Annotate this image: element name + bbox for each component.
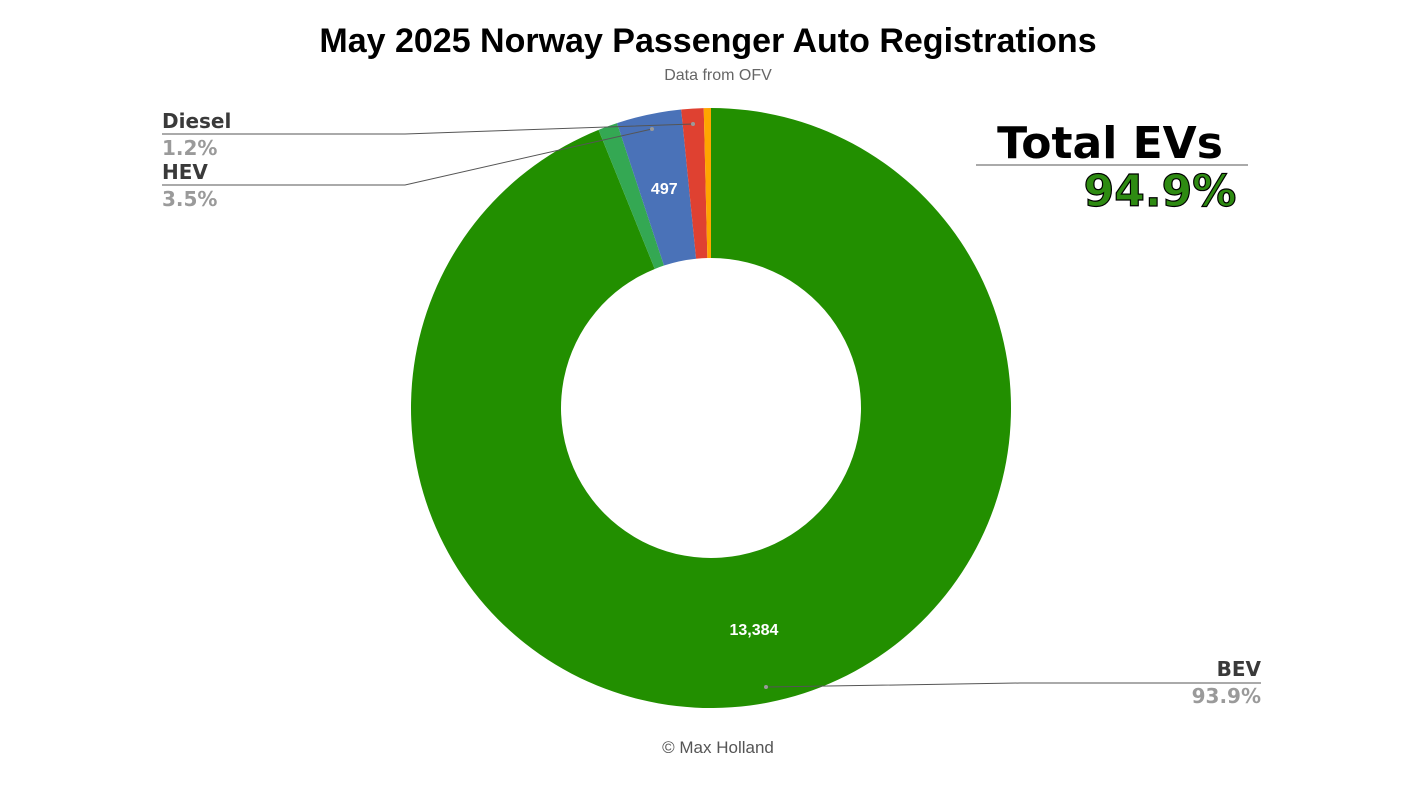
slice-bev [410,108,1011,709]
callout-percent-bev: 93.9% [1192,684,1261,708]
chart-subtitle: Data from OFV [664,67,772,84]
slice-diesel [681,108,708,259]
total-evs-summary: Total EVs 94.9% [976,118,1248,218]
callout-percent-diesel: 1.2% [162,136,217,160]
total-evs-title: Total EVs [997,118,1223,169]
data-label-hev: 497 [651,181,678,198]
callout-hev: HEV 3.5% [162,127,654,211]
donut-slices [410,108,1011,709]
callout-name-diesel: Diesel [162,109,231,133]
leader-dot-bev [764,685,768,689]
chart-title: May 2025 Norway Passenger Auto Registrat… [319,22,1096,60]
chart-credit: © Max Holland [662,738,774,757]
data-label-bev: 13,384 [730,622,779,639]
callout-percent-hev: 3.5% [162,187,217,211]
slice-phev [598,123,665,269]
slice-petrol [703,108,711,259]
total-evs-value: 94.9% [1084,166,1237,217]
leader-line-bev [765,682,1261,688]
callout-name-bev: BEV [1217,657,1262,681]
leader-line-hev [162,128,653,186]
leader-dot-hev [650,127,654,131]
callout-diesel: Diesel 1.2% [162,109,695,160]
leader-line-diesel [162,123,694,135]
slice-hev [617,109,697,266]
leader-dot-diesel [691,122,695,126]
callout-bev: BEV 93.9% [764,657,1262,708]
data-labels: 13,384 497 [651,181,779,639]
callout-name-hev: HEV [162,160,208,184]
